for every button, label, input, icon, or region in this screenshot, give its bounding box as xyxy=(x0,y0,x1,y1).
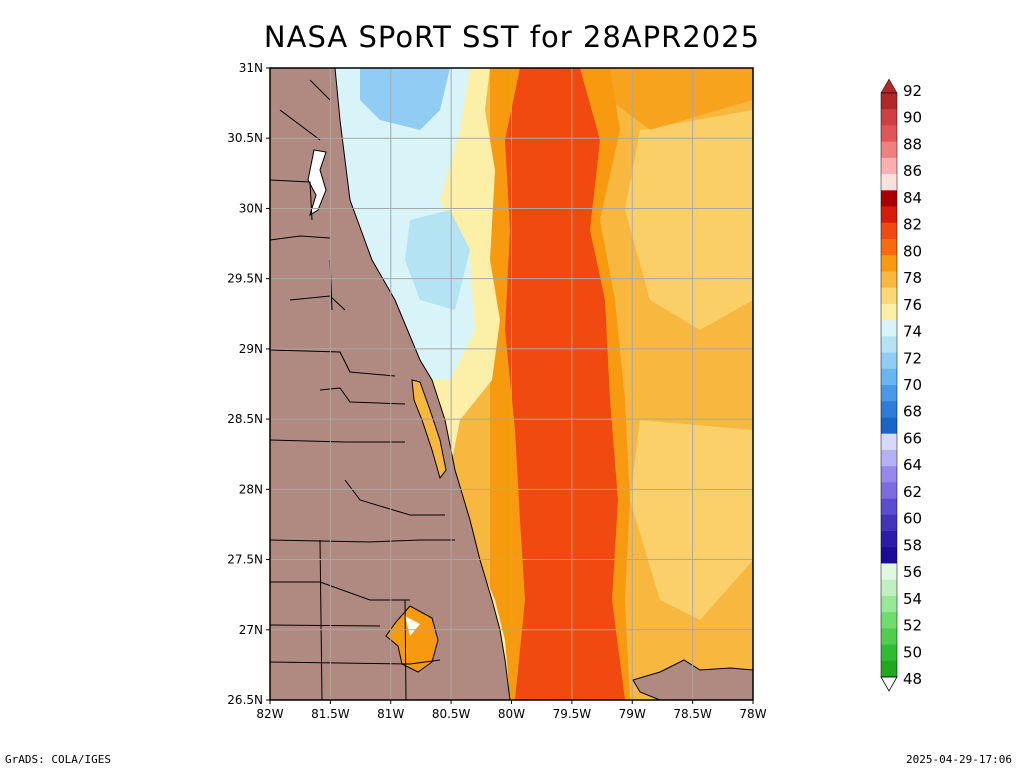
colorbar-swatch xyxy=(881,190,897,207)
colorbar-swatch xyxy=(881,239,897,256)
colorbar-swatch xyxy=(881,271,897,288)
colorbar: 92 90 88 86 84 82 80 78 76 74 72 70 68 66 64 62 60 58 56 54… xyxy=(880,78,922,692)
sst-shelf-73 xyxy=(405,210,470,310)
colorbar-label: 58 xyxy=(903,536,922,554)
colorbar-swatch xyxy=(881,449,897,467)
colorbar-swatch xyxy=(881,628,897,645)
colorbar-label: 66 xyxy=(903,429,922,447)
colorbar-label: 90 xyxy=(903,109,922,127)
lon-tick-label: 81.5W xyxy=(311,707,350,721)
lon-tick-label: 79.5W xyxy=(553,707,592,721)
colorbar-label: 84 xyxy=(903,189,922,207)
colorbar-label: 52 xyxy=(903,617,922,635)
colorbar-label: 62 xyxy=(903,483,922,501)
colorbar-swatch xyxy=(881,498,897,516)
lon-tick-label: 78.5W xyxy=(673,707,712,721)
lat-tick-label: 30N xyxy=(239,201,263,215)
colorbar-top-arrow xyxy=(880,78,898,94)
colorbar-label: 70 xyxy=(903,376,922,394)
colorbar-swatch xyxy=(881,174,897,191)
colorbar-swatch xyxy=(881,222,897,240)
colorbar-swatch xyxy=(881,612,897,629)
lat-tick-label: 31N xyxy=(239,61,263,75)
colorbar-swatch xyxy=(881,660,897,678)
colorbar-swatch xyxy=(881,125,897,142)
colorbar-label: 92 xyxy=(903,82,922,100)
footer-timestamp: 2025-04-29-17:06 xyxy=(906,753,1012,766)
sst-gulf-stream-core xyxy=(505,68,625,700)
map-title: NASA SPoRT SST for 28APR2025 xyxy=(263,20,761,54)
colorbar-swatch xyxy=(881,482,897,499)
colorbar-label: 56 xyxy=(903,563,922,581)
lat-tick-label: 29.5N xyxy=(227,272,263,286)
colorbar-swatch xyxy=(881,563,897,580)
colorbar-swatch xyxy=(881,595,897,613)
colorbar-swatch xyxy=(881,303,897,321)
colorbar-label: 72 xyxy=(903,349,922,367)
sst-shelf-72 xyxy=(360,68,450,130)
colorbar-label: 88 xyxy=(903,135,922,153)
colorbar-label: 78 xyxy=(903,269,922,287)
lat-tick-label: 27N xyxy=(239,623,263,637)
colorbar-swatch xyxy=(881,401,897,418)
sst-patch-76-south xyxy=(630,420,753,620)
colorbar-label: 50 xyxy=(903,643,922,661)
colorbar-swatch xyxy=(881,336,897,353)
colorbar-label: 60 xyxy=(903,510,922,528)
lon-tick-label: 80W xyxy=(498,707,525,721)
colorbar-swatch xyxy=(881,579,897,597)
colorbar-swatch xyxy=(881,417,897,434)
colorbar-swatch xyxy=(881,547,897,564)
colorbar-swatch xyxy=(881,206,897,224)
lake-okeechobee-gap xyxy=(405,616,420,636)
map-gridlines xyxy=(270,68,753,700)
lat-tick-label: 26.5N xyxy=(227,693,263,707)
colorbar-swatch xyxy=(881,352,897,370)
colorbar-label: 54 xyxy=(903,590,922,608)
colorbar-label: 76 xyxy=(903,296,922,314)
st-johns-river xyxy=(307,149,327,217)
colorbar-outline xyxy=(880,92,898,678)
colorbar-label: 48 xyxy=(903,670,922,688)
colorbar-swatch xyxy=(881,157,897,175)
lon-tick-label: 82W xyxy=(256,707,283,721)
colorbar-label: 74 xyxy=(903,323,922,341)
colorbar-swatch xyxy=(881,433,897,451)
colorbar-label: 68 xyxy=(903,403,922,421)
lon-tick-label: 80.5W xyxy=(432,707,471,721)
colorbar-swatch xyxy=(881,466,897,483)
colorbar-swatch xyxy=(881,368,897,386)
colorbar-swatch xyxy=(881,320,897,337)
colorbar-swatch xyxy=(881,531,897,548)
lat-tick-label: 28N xyxy=(239,482,263,496)
colorbar-swatch xyxy=(881,644,897,662)
colorbar-swatch xyxy=(881,109,897,126)
colorbar-label: 86 xyxy=(903,162,922,180)
lon-tick-label: 81W xyxy=(377,707,404,721)
colorbar-label: 82 xyxy=(903,216,922,234)
lon-tick-label: 79W xyxy=(619,707,646,721)
colorbar-swatch xyxy=(881,255,897,272)
colorbar-swatch xyxy=(881,93,897,110)
colorbar-swatch xyxy=(881,141,897,159)
lat-tick-label: 27.5N xyxy=(227,553,263,567)
sst-patch-78 xyxy=(600,68,753,130)
footer-credit: GrADS: COLA/IGES xyxy=(5,753,111,766)
indian-river-lagoon xyxy=(411,379,447,480)
lat-tick-label: 28.5N xyxy=(227,412,263,426)
colorbar-swatch xyxy=(881,287,897,305)
latitude-ticks: 31N 30.5N 30N 29.5N 29N 28.5N 28N 27.5N 27N 26.5N xyxy=(227,61,270,707)
colorbar-bottom-arrow xyxy=(880,676,898,692)
lat-tick-label: 30.5N xyxy=(227,131,263,145)
colorbar-swatch xyxy=(881,514,897,532)
lat-tick-label: 29N xyxy=(239,342,263,356)
colorbar-label: 80 xyxy=(903,242,922,260)
sst-patch-76 xyxy=(625,110,753,330)
longitude-ticks: 82W 81.5W 81W 80.5W 80W 79.5W 79W 78.5W 78W xyxy=(256,700,767,721)
lon-tick-label: 78W xyxy=(739,707,766,721)
colorbar-label: 64 xyxy=(903,456,922,474)
colorbar-swatch xyxy=(881,385,897,402)
